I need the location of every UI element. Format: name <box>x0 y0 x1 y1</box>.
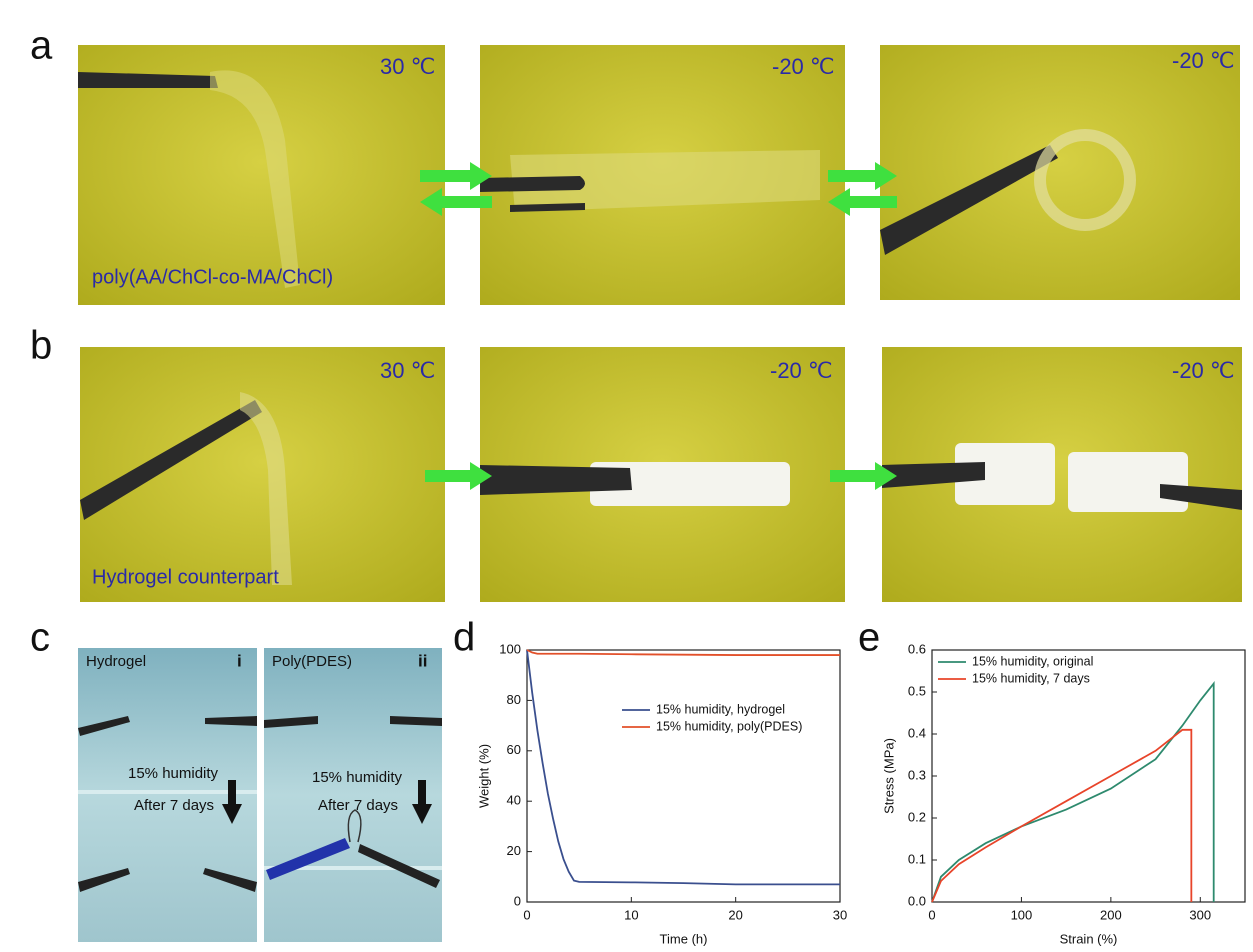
panel-a: a 30 ℃ poly(AA/ChCl-co-MA/ChCl) -20 ℃ -2… <box>30 24 1240 305</box>
panel-label: c <box>30 616 50 660</box>
y-axis-label: Stress (MPa) <box>881 738 896 814</box>
arrow <box>830 462 897 490</box>
temperature: -20 ℃ <box>770 358 833 383</box>
y-tick-label: 100 <box>499 641 521 656</box>
gel <box>240 392 292 585</box>
plot-frame <box>526 649 841 903</box>
y-tick-label: 0.2 <box>908 809 926 824</box>
x-tick-label: 0 <box>928 907 935 922</box>
arrow <box>425 462 492 490</box>
y-tick-label: 60 <box>507 742 521 757</box>
tweezers <box>1160 484 1242 510</box>
condition: 15% humidity <box>312 769 403 786</box>
series-line <box>931 681 1215 903</box>
arrow <box>420 188 492 216</box>
arrow <box>828 188 897 216</box>
caption: poly(AA/ChCl-co-MA/ChCl) <box>92 266 333 288</box>
tweezers <box>78 72 218 88</box>
legend-label: 15% humidity, poly(PDES) <box>656 719 802 733</box>
temperature: -20 ℃ <box>1172 48 1235 73</box>
temperature: 30 ℃ <box>380 54 435 79</box>
x-tick-label: 200 <box>1100 907 1122 922</box>
x-axis-label: Time (h) <box>660 931 708 946</box>
y-tick-label: 0.5 <box>908 683 926 698</box>
x-tick-label: 20 <box>728 907 742 922</box>
sample-name: Hydrogel <box>86 653 146 670</box>
gel <box>347 809 362 843</box>
divider <box>78 790 257 794</box>
y-tick-label: 0.1 <box>908 851 926 866</box>
tweezers <box>880 145 1058 255</box>
legend-label: 15% humidity, 7 days <box>972 671 1090 685</box>
y-tick-label: 40 <box>507 793 521 808</box>
gel <box>1068 452 1188 512</box>
x-tick-label: 10 <box>624 907 638 922</box>
arrow <box>412 780 432 824</box>
arrow <box>420 162 492 190</box>
tweezers <box>203 868 257 892</box>
x-tick-label: 100 <box>1011 907 1033 922</box>
y-tick-label: 80 <box>507 692 521 707</box>
y-axis-label: Weight (%) <box>476 744 491 808</box>
gel <box>955 443 1055 505</box>
panel-label: d <box>453 616 475 660</box>
tweezers <box>882 462 985 488</box>
temperature: -20 ℃ <box>772 54 835 79</box>
photo <box>78 648 257 942</box>
tweezers <box>390 716 442 726</box>
panel-label: a <box>30 24 53 68</box>
x-tick-label: 300 <box>1189 907 1211 922</box>
series-line <box>526 649 840 886</box>
y-tick-label: 0.0 <box>908 893 926 908</box>
gel <box>1034 129 1136 231</box>
series-line <box>931 728 1193 903</box>
panel-b: b 30 ℃ Hydrogel counterpart -20 ℃ -20 ℃ <box>30 324 1242 602</box>
x-axis-label: Strain (%) <box>1060 931 1118 946</box>
tweezers <box>510 203 585 212</box>
tweezers <box>264 716 318 728</box>
temperature: -20 ℃ <box>1172 358 1235 383</box>
duration: After 7 days <box>318 797 398 814</box>
y-tick-label: 0.4 <box>908 725 926 740</box>
gel <box>590 462 790 506</box>
legend-label: 15% humidity, original <box>972 654 1093 668</box>
divider <box>264 866 442 870</box>
photo <box>264 648 442 942</box>
panel-label: b <box>30 324 52 368</box>
tweezers <box>80 400 262 520</box>
tweezers <box>480 465 632 495</box>
temperature: 30 ℃ <box>380 358 435 383</box>
tweezers <box>480 176 585 192</box>
x-tick-label: 30 <box>833 907 847 922</box>
legend-label: 15% humidity, hydrogel <box>656 702 785 716</box>
caption: Hydrogel counterpart <box>92 566 279 588</box>
sample-name: Poly(PDES) <box>272 653 352 670</box>
arrow <box>828 162 897 190</box>
arrow <box>222 780 242 824</box>
gel <box>510 150 820 212</box>
gel <box>210 70 300 288</box>
tweezers <box>358 844 440 888</box>
sample-index: ii <box>418 651 427 670</box>
duration: After 7 days <box>134 797 214 814</box>
tweezers <box>78 868 130 892</box>
x-tick-label: 0 <box>523 907 530 922</box>
y-tick-label: 0.3 <box>908 767 926 782</box>
photo <box>880 45 1240 300</box>
tweezers <box>266 838 350 880</box>
y-tick-label: 0.6 <box>908 641 926 656</box>
tweezers <box>205 716 257 726</box>
series-line <box>526 649 840 656</box>
tweezers <box>78 716 130 736</box>
panel-c: c Hydrogel i 15% humidity After 7 days P… <box>30 616 442 942</box>
condition: 15% humidity <box>128 765 219 782</box>
panel-label: e <box>858 616 880 660</box>
plot-frame <box>931 649 1246 903</box>
y-tick-label: 0 <box>514 893 521 908</box>
y-tick-label: 20 <box>507 843 521 858</box>
sample-index: i <box>237 651 242 670</box>
